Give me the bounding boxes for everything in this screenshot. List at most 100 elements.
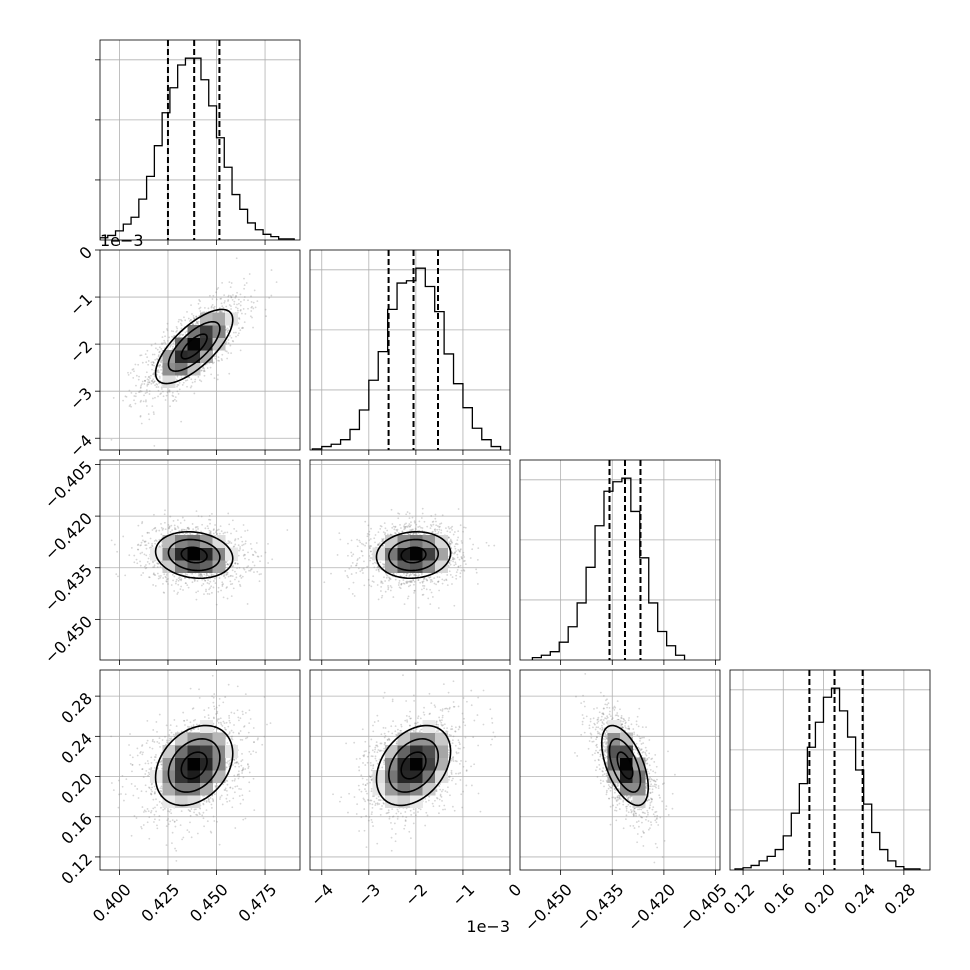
sample-point [195, 529, 198, 532]
sample-point [152, 527, 155, 530]
sample-point [150, 382, 153, 385]
sample-point [224, 576, 227, 579]
sample-point [143, 379, 146, 382]
sample-point [152, 372, 155, 375]
contour-line [180, 333, 208, 360]
sample-point [176, 375, 179, 378]
sample-point [252, 301, 255, 304]
sample-point [435, 532, 437, 535]
sample-point [158, 815, 161, 817]
sample-point [451, 528, 453, 531]
sample-point [122, 535, 125, 538]
sample-point [451, 576, 454, 579]
sample-point [145, 544, 148, 547]
sample-point [145, 400, 147, 403]
density-cell [175, 362, 188, 376]
sample-point [363, 560, 365, 563]
sample-point [405, 513, 408, 516]
sample-point [219, 310, 221, 313]
sample-point [213, 705, 215, 708]
sample-point [438, 589, 440, 592]
sample-point [430, 579, 433, 581]
density-cell [435, 560, 448, 573]
sample-point [186, 584, 189, 587]
sample-point [443, 579, 446, 582]
sample-point [234, 539, 236, 542]
sample-point [144, 540, 147, 543]
sample-point [180, 529, 183, 532]
sample-point [471, 548, 474, 551]
sample-point [233, 545, 236, 548]
sample-point [137, 378, 140, 381]
sample-point [223, 726, 226, 729]
sample-point [247, 551, 249, 554]
sample-point [451, 558, 454, 561]
sample-point [182, 381, 185, 384]
sample-point [447, 526, 450, 528]
sample-point [184, 319, 187, 322]
sample-point [229, 786, 232, 789]
sample-point [231, 582, 234, 585]
sample-point [394, 532, 397, 535]
sample-point [148, 786, 150, 789]
sample-point [128, 744, 130, 746]
sample-point [231, 565, 234, 568]
sample-point [155, 383, 158, 385]
sample-point [237, 309, 239, 312]
sample-point [452, 560, 454, 563]
sample-point [414, 574, 417, 577]
sample-point [199, 300, 201, 303]
sample-point [380, 525, 383, 528]
sample-point [438, 576, 441, 579]
sample-point [431, 521, 434, 523]
sample-point [400, 583, 403, 585]
sample-point [408, 523, 411, 525]
sample-point [403, 525, 405, 528]
sample-point [175, 326, 178, 328]
sample-point [207, 307, 210, 310]
sample-point [437, 580, 440, 583]
sample-point [227, 352, 230, 354]
density-cell [397, 547, 411, 561]
sample-point [235, 530, 238, 533]
sample-point [214, 524, 216, 526]
sample-point [186, 573, 189, 576]
sample-point [194, 378, 197, 381]
sample-point [149, 537, 152, 540]
sample-point [406, 581, 409, 584]
sample-point [205, 800, 208, 802]
sample-point [147, 762, 150, 765]
sample-point [143, 565, 146, 568]
sample-point [145, 566, 148, 569]
sample-point [225, 587, 228, 589]
sample-point [182, 836, 185, 839]
sample-point [430, 591, 433, 594]
sample-point [356, 562, 358, 565]
sample-point [180, 730, 183, 733]
sample-point [154, 526, 157, 529]
sample-point [189, 821, 191, 824]
sample-point [434, 528, 437, 530]
sample-point [417, 606, 420, 609]
sample-point [252, 554, 255, 556]
sample-point [169, 345, 172, 348]
sample-point [264, 551, 267, 554]
sample-point [203, 573, 206, 576]
sample-point [160, 533, 163, 536]
density-cell [410, 547, 423, 561]
sample-point [382, 531, 385, 533]
sample-point [164, 575, 167, 578]
sample-point [380, 581, 382, 584]
sample-point [172, 400, 174, 402]
sample-point [448, 541, 451, 544]
sample-point [225, 305, 228, 308]
sample-point [151, 379, 154, 382]
sample-point [152, 560, 154, 563]
sample-point [180, 573, 183, 576]
sample-point [221, 583, 224, 586]
sample-point [451, 583, 453, 585]
sample-point [154, 396, 156, 399]
sample-point [401, 530, 404, 533]
sample-point [221, 305, 224, 308]
sample-point [246, 763, 249, 765]
